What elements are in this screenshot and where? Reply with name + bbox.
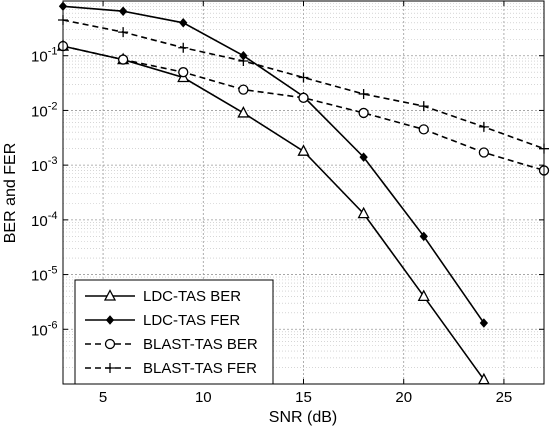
data-point-blast-tas-fer: [358, 88, 369, 99]
data-point-blast-tas-ber: [178, 67, 189, 78]
y-tick-label: 10-2: [31, 100, 57, 120]
series-line-ldc-tas-ber: [62, 45, 485, 381]
data-point-blast-tas-fer: [118, 27, 129, 38]
data-point-blast-tas-ber: [478, 147, 490, 158]
y-tick-label: 10-3: [31, 155, 57, 175]
legend-label: BLAST-TAS BER: [143, 336, 258, 353]
series-blast-tas-fer: [58, 14, 549, 154]
data-point-blast-tas-ber: [298, 92, 309, 103]
legend-item-blast-tas-fer: BLAST-TAS FER: [85, 360, 257, 377]
data-point-blast-tas-fer: [298, 72, 309, 83]
axis-ticks: 5 10 15 20 25 10-6 10-5 10-4 10-3 10-2 10-1: [31, 1, 544, 406]
y-tick-label: 10-4: [31, 210, 57, 230]
x-axis-title: SNR (dB): [269, 409, 337, 426]
data-point-ldc-tas-ber: [357, 206, 370, 219]
legend-marker-triangle: [103, 289, 117, 301]
legend-marker-diamond: [105, 315, 115, 325]
series-layer: [56, 1, 550, 385]
data-point-ldc-tas-ber: [417, 289, 430, 301]
legend: LDC-TAS BER LDC-TAS FER BLAST-TAS BER BLAST…: [74, 279, 274, 385]
y-tick-label: 10-5: [31, 265, 57, 285]
legend-label: LDC-TAS BER: [143, 288, 241, 305]
x-tick-label: 25: [496, 389, 513, 406]
legend-item-ldc-tas-ber: LDC-TAS BER: [85, 288, 241, 305]
x-tick-label: 10: [195, 389, 212, 406]
data-point-ldc-tas-ber: [237, 106, 250, 118]
data-point-ldc-tas-fer: [359, 152, 368, 162]
data-point-blast-tas-ber: [117, 54, 129, 65]
data-point-ldc-tas-fer: [479, 318, 489, 328]
legend-marker-circle: [104, 338, 116, 350]
y-tick-label: 10-1: [31, 46, 57, 66]
y-axis-title: BER and FER: [2, 143, 19, 243]
legend-item-ldc-tas-fer: LDC-TAS FER: [85, 312, 240, 329]
data-point-ldc-tas-fer: [118, 6, 128, 16]
x-tick-label: 15: [295, 389, 312, 406]
data-point-ldc-tas-fer: [179, 18, 188, 28]
grid-lines: [63, 1, 544, 384]
legend-marker-plus: [105, 363, 115, 373]
x-tick-label: 5: [99, 389, 107, 406]
data-point-blast-tas-fer: [478, 121, 489, 132]
x-tick-label: 20: [395, 389, 412, 406]
data-point-blast-tas-ber: [358, 107, 369, 119]
data-point-blast-tas-ber: [238, 84, 249, 95]
series-line-ldc-tas-fer: [62, 5, 485, 324]
data-point-blast-tas-ber: [418, 124, 429, 135]
legend-label: BLAST-TAS FER: [143, 360, 257, 377]
data-point-blast-tas-fer: [178, 42, 189, 53]
data-point-blast-tas-fer: [238, 56, 249, 67]
legend-item-blast-tas-ber: BLAST-TAS BER: [85, 336, 258, 353]
series-blast-tas-ber: [57, 40, 550, 176]
data-point-ldc-tas-ber: [297, 144, 310, 156]
data-point-ldc-tas-fer: [419, 231, 428, 242]
series-line-blast-tas-fer: [62, 19, 545, 150]
data-point-blast-tas-fer: [418, 101, 429, 112]
series-line-blast-tas-ber: [62, 45, 545, 172]
y-tick-label: 10-6: [31, 319, 57, 339]
legend-label: LDC-TAS FER: [143, 312, 240, 329]
